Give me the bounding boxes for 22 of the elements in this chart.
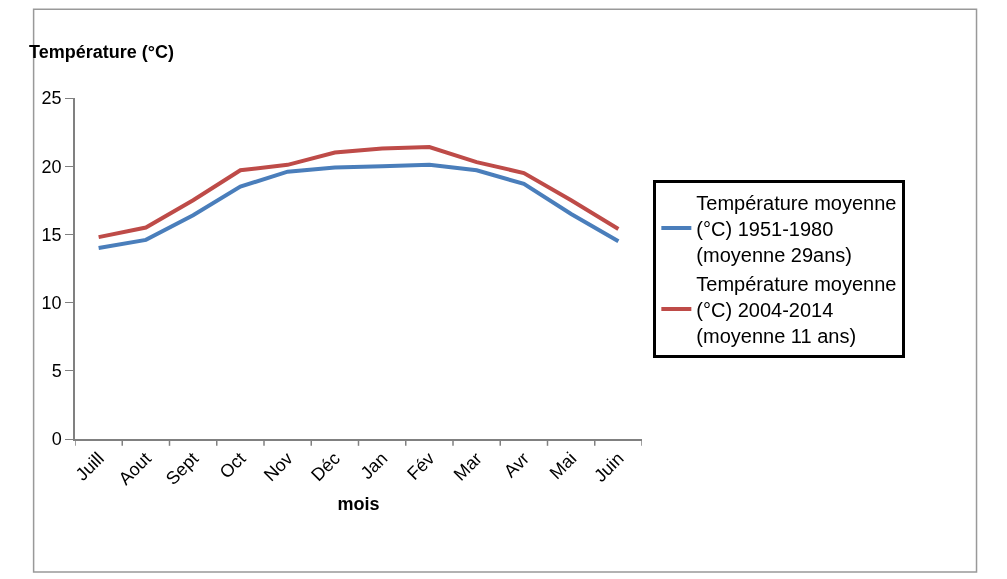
- x-tick-label: Juill: [71, 448, 108, 485]
- y-axis-title: Température (°C): [29, 42, 174, 62]
- x-tick-label: Déc: [307, 448, 345, 486]
- x-tick-label: Nov: [260, 448, 297, 486]
- x-tick-label: Mai: [545, 448, 581, 484]
- line-series: [96, 145, 621, 240]
- y-tick-label: 25: [41, 88, 62, 109]
- x-tick-label: Juin: [590, 448, 628, 486]
- x-tick-label: Jan: [356, 448, 392, 484]
- legend-label: Température moyenne (°C) 2004-2014 (moyenne 11 ans): [696, 272, 897, 347]
- x-tick-label: Fév: [403, 448, 439, 484]
- legend-label: Température moyenne (°C) 1951-1980 (moyenne 29ans): [696, 191, 897, 266]
- x-tick-label: Oct: [215, 448, 250, 483]
- y-tick-label: 15: [41, 224, 62, 245]
- y-tick-label: 5: [51, 361, 62, 382]
- x-tick-label: Avr: [500, 448, 534, 482]
- x-axis-title: mois: [337, 494, 380, 515]
- y-tick-label: 20: [41, 156, 62, 177]
- x-tick-label: Mar: [449, 448, 486, 485]
- y-tick-label: 10: [41, 292, 62, 313]
- line-series: [96, 162, 621, 251]
- y-tick-label: 0: [51, 429, 62, 450]
